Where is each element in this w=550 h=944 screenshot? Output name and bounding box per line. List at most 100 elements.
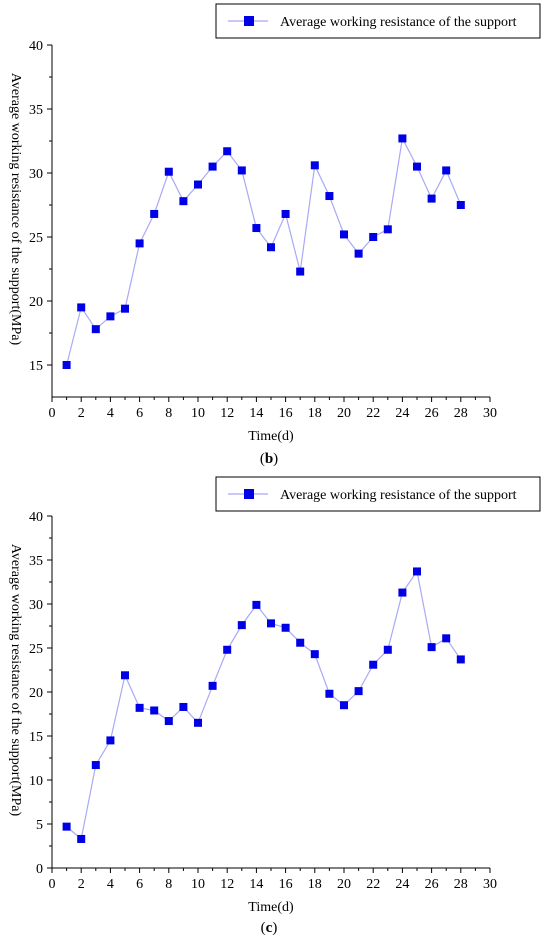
y-tick-label: 25 xyxy=(29,642,43,657)
chart-panel-1: 0 2 4 6 8 10 12 14 16 18 20 22 24 26 28 30152025303540T… xyxy=(8,3,541,467)
data-point xyxy=(281,623,290,632)
x-tick-label: 0 xyxy=(49,406,56,421)
x-tick-label: 18 xyxy=(308,877,322,892)
data-point xyxy=(135,239,144,248)
x-tick-label: 18 xyxy=(308,406,322,421)
data-point xyxy=(223,645,232,654)
data-point xyxy=(179,197,188,206)
data-point xyxy=(77,834,86,843)
data-point xyxy=(121,671,129,680)
data-point xyxy=(208,162,217,171)
y-tick-label: 15 xyxy=(29,359,43,374)
data-point xyxy=(383,225,392,234)
data-point xyxy=(456,655,465,664)
y-tick-label: 25 xyxy=(29,231,43,246)
data-point xyxy=(135,703,144,712)
x-axis-title: Time(d) xyxy=(248,429,294,444)
data-point xyxy=(164,717,173,726)
y-tick-label: 15 xyxy=(29,730,43,745)
data-point xyxy=(442,166,451,175)
data-point xyxy=(252,224,261,233)
data-point xyxy=(91,761,100,770)
data-point xyxy=(91,325,100,334)
data-point xyxy=(354,249,363,258)
data-point xyxy=(383,645,392,654)
x-tick-label: 28 xyxy=(454,877,468,892)
x-tick-label: 26 xyxy=(425,877,439,892)
legend-label: Average working resistance of the suppor… xyxy=(280,488,517,503)
y-tick-label: 5 xyxy=(36,818,43,833)
legend-box xyxy=(215,3,541,39)
data-point xyxy=(223,147,232,156)
data-point xyxy=(427,643,436,652)
data-point xyxy=(369,233,378,241)
x-tick-label: 2 xyxy=(78,877,85,892)
y-tick-label: 35 xyxy=(29,103,43,118)
y-tick-label: 20 xyxy=(29,686,43,701)
data-point xyxy=(310,650,319,659)
x-tick-label: 2 xyxy=(78,406,85,421)
y-tick-label: 40 xyxy=(29,510,43,525)
data-point xyxy=(398,588,407,597)
data-point xyxy=(62,361,71,369)
data-point xyxy=(296,638,305,647)
data-point xyxy=(164,167,173,176)
x-tick-label: 28 xyxy=(454,406,468,421)
x-tick-label: 10 xyxy=(191,877,205,892)
data-point xyxy=(281,209,290,218)
data-point xyxy=(413,162,421,171)
data-point xyxy=(369,660,378,669)
x-tick-label: 14 xyxy=(249,877,263,892)
data-point xyxy=(237,166,246,175)
y-tick-label: 30 xyxy=(29,167,43,182)
x-tick-label: 20 xyxy=(337,406,351,421)
x-tick-label: 8 xyxy=(165,406,172,421)
chart-panel-2: 0 2 4 6 8 10 12 14 16 18 20 22 24 26 28 300510152025303… xyxy=(8,476,541,936)
legend: Average working resistance of the suppor… xyxy=(215,3,541,39)
legend-marker xyxy=(244,489,254,499)
x-tick-label: 24 xyxy=(395,406,409,421)
data-point xyxy=(106,736,115,745)
data-point xyxy=(296,267,305,276)
data-point xyxy=(442,634,451,643)
y-tick-label: 20 xyxy=(29,295,43,310)
data-point xyxy=(194,718,202,727)
data-point xyxy=(456,201,465,209)
x-tick-label: 16 xyxy=(279,877,293,892)
data-point xyxy=(413,567,421,576)
data-point xyxy=(340,701,348,710)
x-tick-label: 30 xyxy=(483,877,497,892)
legend-marker xyxy=(244,16,254,26)
x-tick-label: 20 xyxy=(337,877,351,892)
data-point xyxy=(325,192,334,201)
x-tick-label: 22 xyxy=(366,406,380,421)
x-tick-label: 4 xyxy=(107,877,114,892)
data-point xyxy=(121,304,129,313)
x-tick-label: 0 xyxy=(49,877,56,892)
data-point xyxy=(427,194,436,203)
series-line xyxy=(66,569,462,841)
data-point xyxy=(194,180,202,189)
data-point xyxy=(208,681,217,690)
x-tick-label: 4 xyxy=(107,406,114,421)
data-point xyxy=(267,243,275,252)
data-point xyxy=(252,600,261,609)
x-tick-label: 12 xyxy=(220,877,234,892)
x-tick-label: 6 xyxy=(136,877,143,892)
data-point xyxy=(398,134,407,143)
data-point xyxy=(150,209,159,218)
y-tick-label: 10 xyxy=(29,774,43,789)
legend: Average working resistance of the suppor… xyxy=(215,476,541,512)
x-tick-label: 6 xyxy=(136,406,143,421)
x-tick-label: 10 xyxy=(191,406,205,421)
y-tick-label: 40 xyxy=(29,39,43,54)
legend-label: Average working resistance of the suppor… xyxy=(280,15,517,30)
data-point xyxy=(340,230,348,239)
legend-box xyxy=(215,476,541,512)
x-tick-label: 26 xyxy=(425,406,439,421)
series-line xyxy=(66,136,462,366)
y-tick-label: 35 xyxy=(29,554,43,569)
x-tick-label: 30 xyxy=(483,406,497,421)
data-point xyxy=(62,822,71,831)
y-axis-title: Average working resistance of the suppor… xyxy=(8,544,23,817)
